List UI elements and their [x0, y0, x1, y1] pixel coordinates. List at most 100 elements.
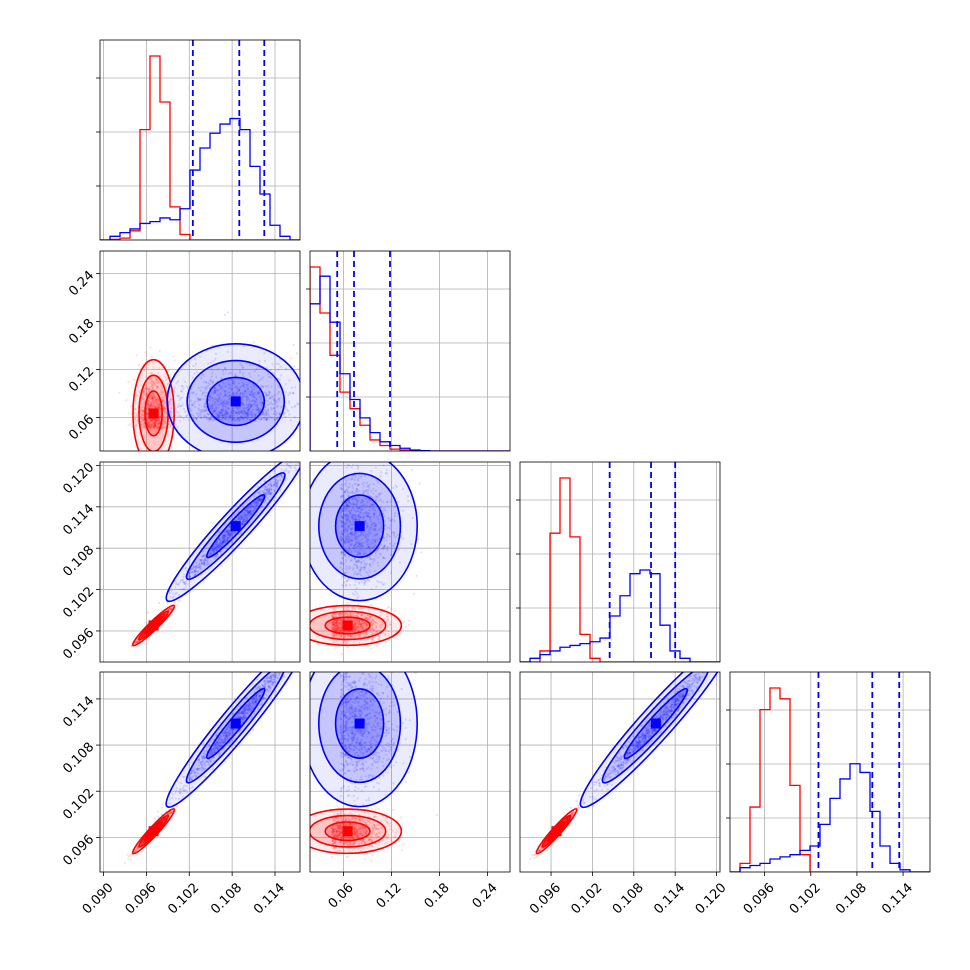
scatter-point	[158, 391, 161, 394]
scatter-point	[211, 372, 214, 375]
scatter-point	[251, 393, 255, 396]
density-peak-red	[148, 620, 159, 631]
scatter-point	[153, 421, 157, 424]
scatter-point	[204, 408, 207, 411]
scatter-point	[237, 416, 241, 420]
scatter-point	[249, 410, 252, 413]
scatter-point	[152, 393, 156, 396]
scatter-point	[148, 425, 151, 428]
scatter-point	[154, 419, 157, 422]
scatter-point	[162, 615, 165, 618]
scatter-point	[156, 418, 159, 422]
scatter-point	[216, 398, 219, 401]
scatter-point	[243, 383, 246, 386]
scatter-point	[247, 390, 250, 393]
scatter-point	[155, 420, 158, 423]
scatter-point	[146, 412, 149, 415]
scatter-point	[239, 385, 242, 389]
scatter-point	[251, 412, 254, 415]
scatter-point	[224, 393, 227, 396]
scatter-point	[247, 398, 250, 401]
scatter-point	[177, 405, 180, 409]
scatter-point	[140, 420, 143, 423]
scatter-point	[258, 360, 261, 363]
scatter-point	[273, 407, 276, 410]
scatter-point	[218, 384, 221, 387]
scatter-point	[230, 412, 233, 415]
scatter-point	[163, 614, 166, 617]
scatter-point	[244, 389, 247, 392]
scatter-point	[257, 391, 260, 395]
scatter-point	[292, 391, 295, 395]
scatter-point	[154, 421, 157, 424]
scatter-point	[209, 405, 212, 408]
scatter-point	[127, 380, 130, 384]
scatter-point	[227, 402, 230, 405]
scatter-point	[149, 346, 152, 349]
scatter-point	[213, 391, 216, 395]
scatter-point	[221, 412, 224, 415]
scatter-point	[411, 445, 413, 447]
scatter-point	[149, 377, 152, 380]
scatter-point	[315, 445, 317, 447]
scatter-point	[199, 414, 202, 417]
scatter-point	[268, 391, 271, 394]
scatter-point	[155, 397, 158, 401]
scatter-point	[269, 396, 272, 399]
scatter-point	[148, 425, 151, 428]
scatter-point	[141, 395, 144, 398]
scatter-point	[271, 395, 274, 399]
scatter-point	[149, 401, 152, 404]
scatter-point	[216, 413, 219, 416]
scatter-point	[169, 401, 172, 404]
scatter-point	[238, 388, 241, 391]
scatter-point	[261, 386, 265, 389]
scatter-point	[161, 385, 164, 389]
scatter-point	[248, 372, 251, 375]
scatter-point	[157, 398, 160, 401]
scatter-point	[235, 392, 238, 396]
scatter-point	[162, 418, 165, 421]
scatter-point	[230, 414, 233, 417]
scatter-point	[136, 640, 139, 643]
scatter-point	[157, 406, 160, 409]
scatter-point	[163, 613, 166, 617]
scatter-point	[216, 368, 220, 371]
scatter-point	[234, 411, 237, 414]
scatter-point	[233, 416, 236, 420]
scatter-point	[303, 389, 305, 391]
scatter-point	[393, 609, 396, 612]
scatter-point	[143, 425, 146, 428]
scatter-point	[169, 386, 173, 389]
scatter-point	[156, 421, 159, 424]
scatter-point	[168, 368, 171, 371]
scatter-point	[145, 387, 148, 390]
scatter-point	[224, 409, 228, 412]
scatter-point	[200, 376, 203, 380]
scatter-point	[161, 426, 164, 429]
scatter-point	[294, 404, 297, 407]
scatter-point	[265, 392, 268, 395]
scatter-point	[256, 407, 260, 410]
scatter-point	[140, 635, 143, 639]
scatter-point	[204, 403, 207, 406]
scatter-point	[144, 386, 148, 389]
scatter-point	[250, 390, 253, 393]
scatter-point	[209, 383, 212, 386]
scatter-point	[148, 377, 151, 381]
scatter-point	[251, 399, 254, 403]
scatter-point	[169, 608, 172, 611]
scatter-point	[244, 391, 247, 394]
scatter-point	[385, 640, 388, 644]
scatter-point	[183, 410, 186, 413]
scatter-point	[139, 409, 143, 412]
scatter-point	[232, 416, 235, 420]
scatter-point	[243, 416, 246, 419]
scatter-point	[153, 423, 157, 426]
scatter-point	[162, 420, 165, 423]
scatter-point	[218, 413, 221, 417]
scatter-point	[180, 384, 183, 388]
scatter-point	[346, 646, 349, 649]
scatter-point	[241, 402, 244, 405]
scatter-point	[274, 400, 277, 403]
